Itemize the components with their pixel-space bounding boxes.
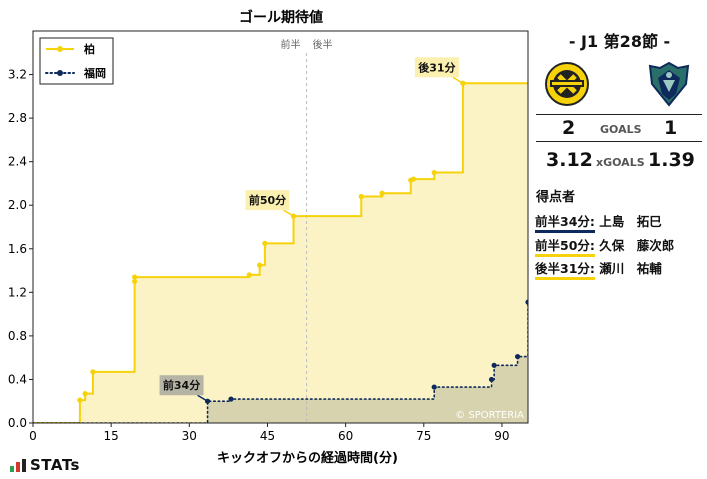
- goal-annotation: 前34分: [159, 375, 208, 402]
- annotation-box: [414, 57, 459, 78]
- y-tick-label: 0.0: [8, 416, 27, 430]
- second-half-label: 後半: [313, 38, 333, 51]
- scorer-row: 前半34分: 上島 拓巳: [535, 211, 662, 233]
- stats-brand-text: STATs: [30, 456, 80, 474]
- series-point-0: [132, 274, 138, 280]
- xgoals-label: xGOALS: [596, 156, 645, 169]
- annotation-pointer: [452, 76, 464, 84]
- x-tick-label: 30: [182, 429, 197, 443]
- series-point-1: [525, 299, 528, 305]
- annotation-label: 前50分: [249, 193, 286, 207]
- y-tick-label: 2.4: [8, 155, 27, 169]
- goal-annotation: 前50分: [245, 190, 294, 217]
- y-tick-label: 1.6: [8, 242, 27, 256]
- scorer-name: 久保 藤次郎: [599, 238, 675, 253]
- x-tick-label: 90: [494, 429, 509, 443]
- legend-label: 柏: [84, 42, 95, 56]
- series-point-0: [132, 278, 138, 285]
- panel-divider: [536, 141, 702, 142]
- x-tick-label: 45: [260, 429, 275, 443]
- x-axis-label: キックオフからの経過時間(分): [217, 450, 398, 466]
- goal-annotation: 後31分: [414, 57, 464, 84]
- scorer-time: 後半31分:: [535, 261, 595, 280]
- series-point-1: [491, 362, 497, 368]
- legend-label: 福岡: [83, 66, 106, 80]
- series-point-0: [77, 397, 83, 403]
- annotation-box: [245, 190, 290, 211]
- series-point-0: [257, 262, 263, 268]
- goals-label: GOALS: [600, 123, 642, 136]
- plot-area: [33, 53, 528, 423]
- y-tick-label: 0.4: [8, 372, 27, 386]
- home-goals: 2: [562, 117, 576, 139]
- x-tick-label: 15: [104, 429, 119, 443]
- panel-divider: [536, 114, 702, 115]
- series-point-1: [228, 396, 234, 402]
- scorer-time: 前半34分:: [535, 214, 595, 233]
- first-half-label: 前半: [281, 38, 301, 51]
- fukuoka-crest-icon: [648, 61, 690, 107]
- series-point-0: [90, 369, 96, 375]
- series-point-1: [431, 384, 437, 390]
- watermark: © SPORTERIA: [455, 410, 524, 421]
- legend: 柏福岡: [39, 37, 114, 85]
- annotation-box: [159, 375, 204, 396]
- away-xg: 1.39: [648, 149, 695, 171]
- y-tick-label: 1.2: [8, 285, 27, 299]
- series-point-0: [358, 193, 364, 200]
- series-point-1: [488, 376, 495, 383]
- series-point-0: [82, 391, 88, 397]
- chart-title: ゴール期待値: [239, 9, 323, 26]
- legend-swatch-marker: [57, 46, 63, 52]
- scorer-name: 瀬川 祐輔: [599, 261, 662, 276]
- home-xg: 3.12: [546, 149, 593, 171]
- match-panel: - J1 第28節 - 2 GOALS 1 3.12 xGOALS 1.39 得…: [532, 0, 707, 479]
- annotation-label: 前34分: [163, 378, 200, 392]
- annotation-pointer: [197, 394, 208, 402]
- series-area-1: [33, 302, 528, 423]
- series-point-0: [431, 169, 437, 176]
- x-tick-label: 60: [338, 429, 353, 443]
- legend-box: [39, 37, 114, 85]
- scorers-title: 得点者: [536, 190, 576, 205]
- plot-frame: [32, 30, 529, 424]
- legend-swatch-marker: [57, 70, 63, 76]
- annotation-pointer: [283, 209, 294, 217]
- kashiwa-crest-icon: [545, 62, 589, 106]
- y-tick-label: 0.8: [8, 329, 27, 343]
- y-tick-label: 2.8: [8, 111, 27, 125]
- match-round-title: - J1 第28節 -: [568, 32, 671, 51]
- x-tick-label: 75: [416, 429, 431, 443]
- series-point-0: [410, 176, 416, 182]
- series-point-1: [514, 353, 521, 360]
- x-tick-label: 0: [29, 429, 37, 443]
- scorer-row: 後半31分: 瀬川 祐輔: [535, 258, 662, 280]
- series-area-0: [33, 83, 528, 423]
- series-point-0: [379, 190, 385, 196]
- scorer-row: 前半50分: 久保 藤次郎: [535, 235, 675, 257]
- stats-logo-icon: [10, 459, 26, 472]
- scorer-time: 前半50分:: [535, 238, 595, 257]
- annotation-label: 後31分: [418, 60, 455, 74]
- y-tick-label: 3.2: [8, 68, 27, 82]
- series-point-0: [246, 272, 252, 278]
- away-goals: 1: [664, 117, 678, 139]
- scorer-name: 上島 拓巳: [599, 214, 662, 229]
- y-tick-label: 2.0: [8, 198, 27, 212]
- series-point-0: [262, 240, 268, 246]
